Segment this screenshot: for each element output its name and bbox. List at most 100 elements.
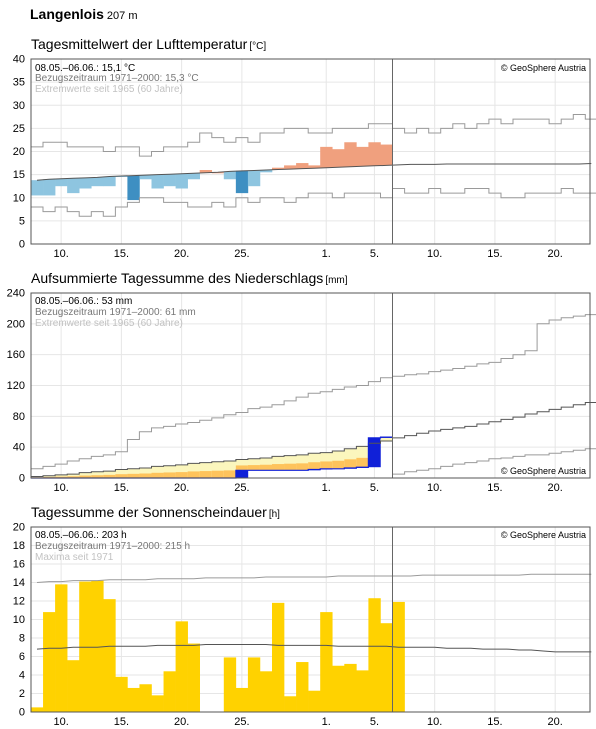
precipitation-x-tick-label: 20. — [548, 482, 563, 494]
temperature-y-tick-label: 15 — [13, 169, 25, 181]
precipitation-areas — [31, 437, 393, 478]
precipitation-panel-title: Aufsummierte Tagessumme des Niederschlag… — [31, 270, 348, 286]
temperature-y-tick-label: 40 — [13, 54, 25, 66]
station-name: Langenlois — [30, 6, 104, 22]
precipitation-info-period: 08.05.–06.06.: 53 mm — [35, 296, 132, 307]
temperature-bar — [187, 173, 200, 180]
temperature-plot-frame — [30, 58, 591, 245]
sunshine-info-period: 08.05.–06.06.: 203 h — [35, 530, 127, 541]
precipitation-event — [368, 437, 381, 468]
sunshine-unit: [h] — [268, 509, 280, 520]
sunshine-y-tick-label: 4 — [19, 670, 25, 682]
sunshine-bar — [115, 676, 128, 712]
sunshine-x-tick-label: 1. — [322, 716, 331, 728]
precipitation-grid — [31, 293, 590, 478]
precipitation-info-extremes: Extremwerte seit 1965 (60 Jahre) — [35, 318, 183, 329]
precipitation-deficit-core — [344, 459, 357, 468]
precipitation-copyright: © GeoSphere Austria — [501, 466, 586, 476]
sunshine-copyright: © GeoSphere Austria — [501, 530, 586, 540]
page-title: Langenlois 207 m — [30, 6, 137, 22]
precipitation-deficit-area — [55, 474, 68, 478]
sunshine-bar — [247, 657, 261, 712]
sunshine-bar — [139, 684, 152, 712]
sunshine-info-reference: Bezugszeitraum 1971–2000: 215 h — [35, 541, 190, 552]
precipitation-deficit-core — [67, 476, 80, 478]
temperature-bar — [247, 170, 261, 187]
temperature-bar — [356, 146, 369, 167]
temperature-bar — [79, 177, 92, 189]
temperature-bar — [332, 149, 345, 168]
precipitation-axes: 0 40 80 120 160 200 240 10. 15. 20. 25. 1. 5. 10. 15. 2… — [7, 288, 591, 494]
precipitation-deficit-core — [139, 473, 152, 478]
sunshine-bars — [31, 580, 405, 712]
temperature-x-tick-label: 25. — [234, 248, 249, 260]
temperature-y-tick-label: 10 — [13, 192, 25, 204]
precipitation-title: Aufsummierte Tagessumme des Niederschlag… — [31, 270, 324, 286]
precipitation-deficit-core — [320, 461, 333, 469]
sunshine-axes: 0 2 4 6 8 10 12 14 16 18 20 10. 15. 20. 25. 1. 5. 10. 15. 2… — [13, 522, 591, 728]
sunshine-bar — [223, 657, 237, 712]
temperature-reference-line — [36, 163, 592, 181]
precipitation-y-tick-label: 160 — [7, 349, 25, 361]
precipitation-deficit-core — [127, 473, 140, 478]
precipitation-x-tick-label: 25. — [234, 482, 249, 494]
sunshine-y-tick-label: 18 — [13, 540, 25, 552]
sunshine-x-tick-label: 15. — [487, 716, 502, 728]
temperature-bar — [175, 173, 188, 189]
temperature-info-period: 08.05.–06.06.: 15,1 °C — [35, 63, 135, 74]
precipitation-event — [235, 470, 249, 478]
temperature-bar — [31, 180, 44, 196]
temperature-bar — [368, 142, 381, 166]
sunshine-bar — [175, 621, 188, 712]
precipitation-deficit-core — [199, 471, 213, 478]
sunshine-x-tick-label: 10. — [427, 716, 442, 728]
precipitation-deficit-area — [79, 472, 92, 478]
precipitation-deficit-area — [151, 466, 164, 478]
sunshine-bar — [296, 662, 309, 712]
temperature-x-tick-label: 5. — [370, 248, 379, 260]
temperature-x-tick-label: 20. — [548, 248, 563, 260]
precipitation-x-tick-label: 20. — [174, 482, 189, 494]
precipitation-max-line — [31, 314, 596, 470]
temperature-bar — [103, 176, 116, 187]
sunshine-bar — [67, 660, 80, 712]
sunshine-bar — [320, 612, 333, 712]
temperature-x-tick-label: 20. — [174, 248, 189, 260]
temperature-x-tick-label: 10. — [53, 248, 68, 260]
precipitation-deficit-core — [223, 470, 237, 478]
station-elevation: 207 m — [106, 10, 138, 22]
precipitation-deficit-area — [115, 469, 128, 478]
temperature-bar — [235, 170, 249, 194]
sunshine-bar — [392, 601, 405, 712]
precipitation-x-tick-label: 15. — [487, 482, 502, 494]
precipitation-lines — [31, 314, 596, 479]
temperature-bar — [43, 179, 56, 196]
temperature-bar — [163, 174, 176, 187]
temperature-y-tick-label: 30 — [13, 100, 25, 112]
temperature-bar — [211, 172, 225, 174]
temperature-y-tick-label: 0 — [19, 239, 25, 251]
temperature-bar — [223, 171, 237, 180]
precipitation-deficit-area — [247, 458, 261, 471]
sunshine-bar — [356, 670, 369, 712]
temperature-bar — [199, 170, 213, 173]
precipitation-deficit-area — [103, 471, 116, 478]
precipitation-plot-frame — [30, 292, 591, 479]
temperature-bar — [115, 176, 128, 178]
precipitation-deficit-core — [55, 476, 68, 478]
precipitation-x-tick-label: 15. — [114, 482, 129, 494]
temperature-x-tick-label: 1. — [322, 248, 331, 260]
precipitation-deficit-core — [332, 460, 345, 469]
sunshine-bar — [31, 707, 44, 712]
temperature-chart: 0 5 10 15 20 25 30 35 40 10. 15. 20. 25. 1. 5. 10. 15. 20… — [13, 54, 596, 260]
sunshine-bar — [43, 612, 56, 712]
temperature-bar — [55, 178, 68, 187]
precipitation-unit: [mm] — [325, 275, 348, 286]
sunshine-y-tick-label: 20 — [13, 522, 25, 534]
precipitation-deficit-core — [163, 472, 176, 478]
precipitation-reference-line — [31, 402, 596, 477]
precipitation-deficit-area — [31, 476, 44, 478]
sunshine-title: Tagessumme der Sonnenscheindauer — [31, 504, 267, 520]
temperature-panel-title: Tagesmittelwert der Lufttemperatur [°C] — [31, 36, 266, 52]
precipitation-deficit-area — [127, 468, 140, 478]
